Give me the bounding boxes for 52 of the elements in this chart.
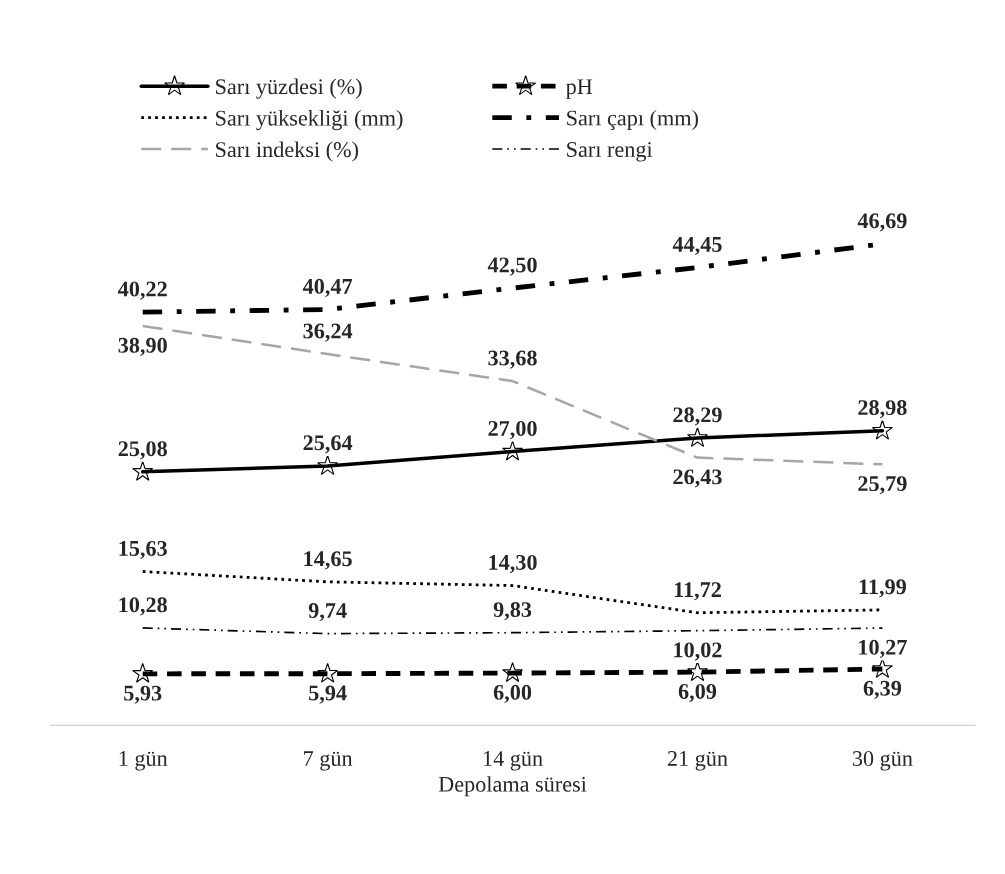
data-label: 15,63	[119, 540, 167, 560]
data-label: 5,93	[124, 685, 162, 704]
data-label: 14,65	[304, 551, 352, 570]
data-label: 33,68	[488, 350, 537, 369]
x-tick-label: 1 gün	[119, 751, 168, 771]
x-tick-label: 7 gün	[304, 751, 353, 771]
x-axis-title: Depolama süresi	[438, 776, 587, 797]
point	[132, 662, 154, 683]
data-label: 42,50	[487, 257, 537, 276]
data-label: 10,27	[859, 639, 907, 659]
data-label: 40,47	[302, 278, 353, 298]
data-label: 6,39	[863, 680, 902, 699]
data-label: 11,72	[674, 582, 721, 601]
data-label: 25,79	[858, 476, 907, 495]
data-label: 25,08	[118, 441, 167, 460]
legend-label: Sarı yüksekliği (mm)	[216, 110, 403, 131]
data-label: 26,43	[673, 469, 722, 488]
legend-label: Sarı rengi	[567, 142, 653, 162]
point	[317, 662, 339, 683]
data-label: 28,98	[858, 400, 907, 419]
point	[871, 419, 893, 440]
point	[502, 662, 524, 683]
data-label: 36,24	[303, 323, 353, 342]
legend-label: Sarı çapı (mm)	[567, 109, 698, 131]
legend-label: Sarı indeksi (%)	[216, 141, 358, 162]
data-label: 5,94	[309, 685, 347, 704]
data-label: 38,90	[118, 337, 167, 357]
data-label: 28,29	[673, 407, 722, 426]
x-tick-label: 21 gün	[667, 751, 728, 771]
data-label: 6,00	[493, 684, 532, 704]
data-label: 9,74	[308, 603, 347, 622]
data-label: 14,30	[489, 554, 537, 574]
point	[871, 658, 893, 678]
data-label: 10,02	[674, 642, 722, 661]
data-label: 27,00	[488, 420, 537, 440]
x-tick-label: 14 gün	[483, 751, 543, 771]
data-label: 10,28	[119, 597, 167, 616]
legend-label: Sarı yüzdesi (%)	[216, 78, 362, 99]
point	[317, 454, 339, 475]
data-label: 44,45	[672, 237, 722, 256]
data-label: 40,22	[118, 281, 167, 300]
point	[132, 460, 154, 481]
legend-label: pH	[566, 79, 593, 99]
point	[687, 426, 708, 447]
data-label: 11,99	[859, 579, 906, 598]
data-label: 46,69	[857, 213, 907, 232]
data-label: 9,83	[493, 602, 532, 621]
data-label: 6,09	[678, 683, 717, 703]
point	[687, 661, 708, 682]
x-tick-label: 30 gün	[852, 751, 913, 771]
point	[502, 440, 524, 461]
data-label: 25,64	[303, 435, 353, 454]
